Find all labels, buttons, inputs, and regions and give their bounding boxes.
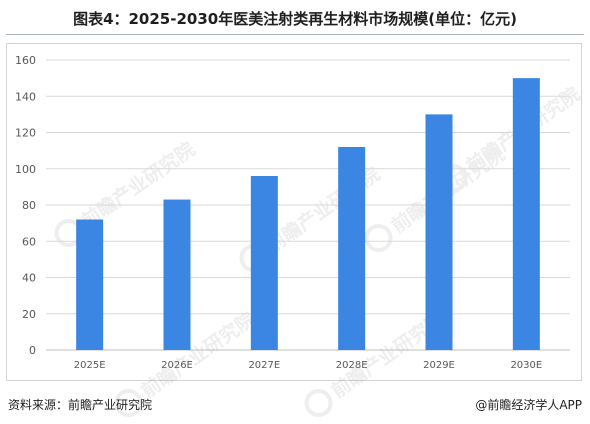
y-tick-label: 120 (15, 127, 36, 140)
y-tick-label: 20 (22, 308, 36, 321)
y-tick-label: 160 (15, 54, 36, 67)
y-tick-label: 100 (15, 163, 36, 176)
watermark-text: 前瞻产业研究院 (137, 307, 259, 402)
source-note: 资料来源：前瞻产业研究院 (8, 398, 153, 412)
bar-2025E (76, 219, 104, 350)
y-axis-ticks: 0 20 40 60 80 100 120 140 160 (15, 54, 36, 357)
x-tick-label: 2028E (336, 360, 368, 371)
y-tick-label: 40 (22, 272, 36, 285)
watermark-logo-icon (364, 224, 393, 253)
title-divider (6, 34, 584, 35)
y-tick-label: 0 (29, 344, 36, 357)
y-tick-label: 80 (22, 199, 36, 212)
bars (76, 78, 540, 350)
chart-title: 图表4：2025-2030年医美注射类再生材料市场规模(单位：亿元) (73, 10, 517, 28)
x-tick-label: 2029E (423, 360, 455, 371)
bar-2028E (338, 147, 366, 350)
brand-note: @前瞻经济学人APP (475, 398, 582, 412)
watermark-logo-icon (114, 389, 143, 418)
y-tick-label: 140 (15, 90, 36, 103)
x-tick-label: 2030E (510, 360, 542, 371)
gridlines (46, 59, 570, 351)
bar-2027E (250, 176, 278, 350)
x-tick-label: 2026E (161, 360, 193, 371)
bar-2029E (425, 114, 453, 350)
bar-2030E (512, 78, 540, 350)
watermark-logo-icon (304, 389, 333, 418)
y-tick-label: 60 (22, 235, 36, 248)
bar-2026E (163, 199, 191, 350)
x-tick-label: 2025E (74, 360, 106, 371)
chart-frame (6, 43, 582, 381)
x-tick-label: 2027E (248, 360, 280, 371)
x-axis-ticks: 2025E 2026E 2027E 2028E 2029E 2030E (74, 360, 542, 371)
